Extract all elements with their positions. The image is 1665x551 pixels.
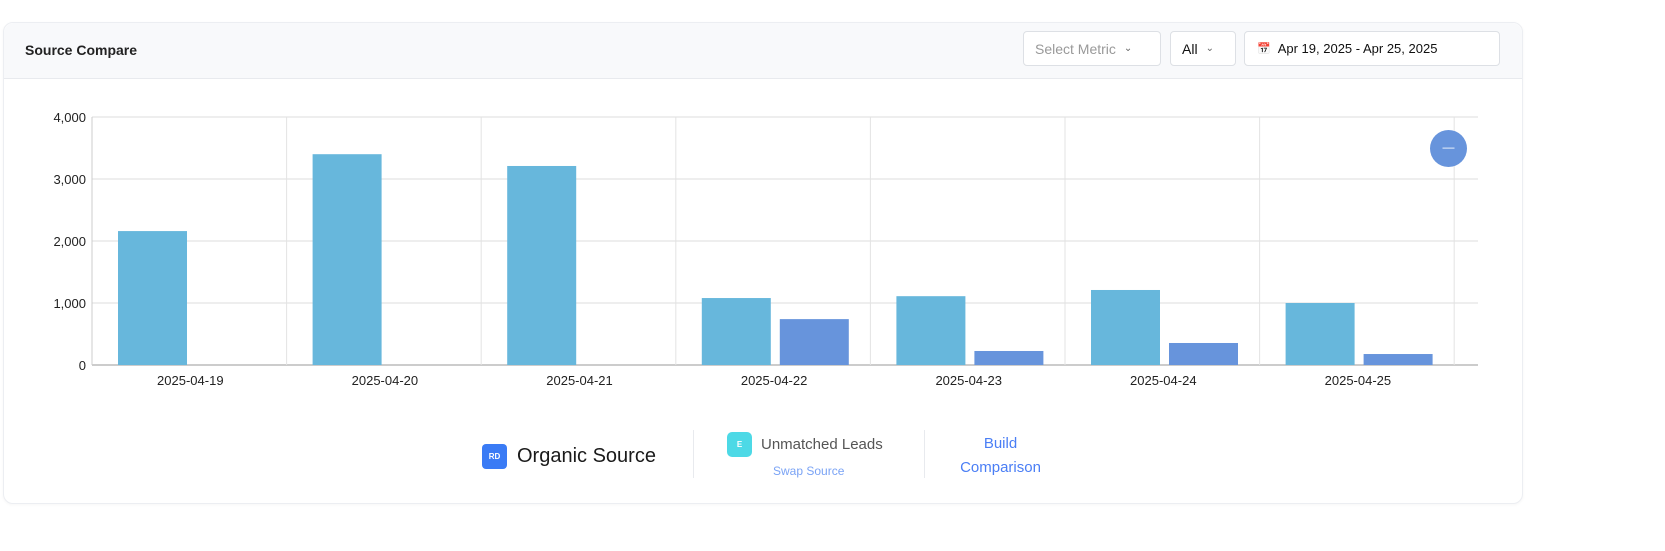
bar-unmatched-leads: [1363, 354, 1433, 365]
bar-organic-source: [312, 154, 382, 365]
source-compare-card: Source Compare Select Metric ⌄ All ⌄ 📅 Apr…: [3, 22, 1523, 504]
divider: [693, 430, 694, 478]
y-tick-label: 1,000: [53, 296, 86, 311]
build-comparison-link[interactable]: Build Comparison: [953, 432, 1048, 480]
bar-unmatched-leads: [974, 350, 1044, 365]
y-tick-label: 3,000: [53, 172, 86, 187]
x-tick-label: 2025-04-21: [546, 373, 613, 388]
x-tick-label: 2025-04-23: [935, 373, 1002, 388]
swap-source-link[interactable]: Swap Source: [773, 464, 845, 478]
x-tick-label: 2025-04-20: [352, 373, 419, 388]
filter-value: All: [1182, 40, 1198, 57]
organic-source-label: Organic Source: [517, 445, 656, 467]
build-comparison-line2: Comparison: [960, 459, 1041, 476]
x-tick-label: 2025-04-19: [157, 373, 224, 388]
chevron-down-icon: ⌄: [1205, 43, 1214, 54]
x-tick-label: 2025-04-24: [1130, 373, 1197, 388]
bar-organic-source: [701, 298, 771, 365]
minus-icon: —: [1442, 140, 1455, 154]
y-tick-label: 4,000: [53, 110, 86, 125]
y-tick-label: 2,000: [53, 234, 86, 249]
y-tick-label: 0: [79, 358, 86, 373]
organic-source-badge: RD: [482, 444, 507, 469]
date-range-value: Apr 19, 2025 - Apr 25, 2025: [1277, 41, 1438, 56]
bar-organic-source: [118, 231, 187, 365]
date-range-picker[interactable]: 📅 Apr 19, 2025 - Apr 25, 2025: [1244, 31, 1500, 66]
divider: [924, 430, 925, 478]
bar-organic-source: [1285, 303, 1355, 365]
bar-unmatched-leads: [779, 319, 849, 365]
calendar-icon: 📅: [1257, 43, 1271, 55]
legend-primary-source[interactable]: RD Organic Source: [482, 444, 656, 469]
zoom-out-button[interactable]: —: [1430, 130, 1467, 167]
bar-chart: 0 1,000 2,000 3,000 4,000 2025-04-19 2025-04-2…: [53, 110, 1478, 388]
select-metric-dropdown[interactable]: Select Metric ⌄: [1023, 31, 1161, 66]
bar-unmatched-leads: [1169, 342, 1238, 365]
bar-organic-source: [896, 296, 966, 365]
filter-dropdown[interactable]: All ⌄: [1170, 31, 1236, 66]
select-metric-placeholder: Select Metric: [1035, 40, 1116, 57]
chevron-down-icon: ⌄: [1123, 43, 1133, 54]
legend-secondary-source: E Unmatched Leads Swap Source: [727, 432, 883, 478]
card-header: Source Compare Select Metric ⌄ All ⌄ 📅 Apr…: [4, 23, 1522, 79]
x-tick-label: 2025-04-25: [1325, 373, 1392, 388]
bar-organic-source: [507, 165, 577, 365]
legend: RD Organic Source E Unmatched Leads Swap…: [3, 430, 1521, 490]
bar-organic-source: [1091, 289, 1160, 365]
unmatched-leads-badge: E: [727, 432, 752, 457]
x-tick-label: 2025-04-22: [741, 373, 808, 388]
unmatched-leads-label: Unmatched Leads: [761, 436, 883, 453]
build-comparison-line1: Build: [983, 435, 1018, 452]
card-title: Source Compare: [25, 42, 138, 58]
